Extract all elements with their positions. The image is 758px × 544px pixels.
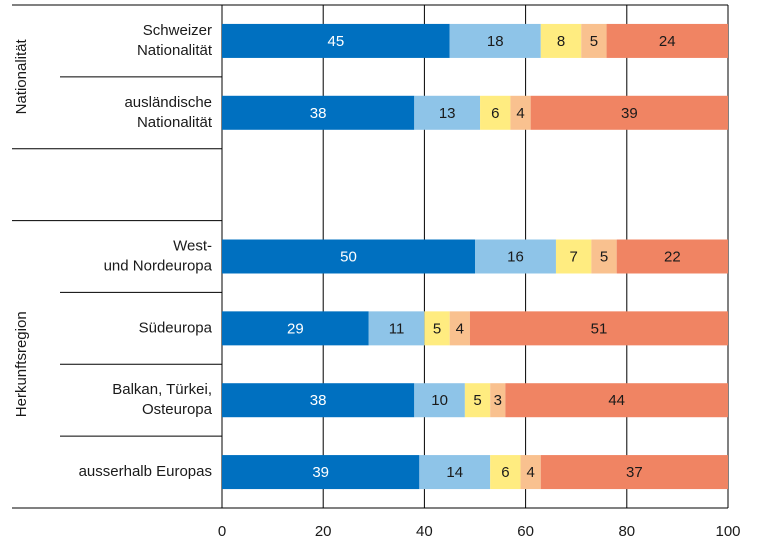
category-label: Südeuropa [139, 319, 213, 336]
value-label: 39 [621, 105, 638, 122]
category-label: ausserhalb Europas [79, 463, 212, 480]
bar-segment [449, 311, 470, 346]
x-tick-label: 60 [517, 523, 534, 540]
bar-segment [414, 383, 465, 418]
bar-segment [464, 383, 491, 418]
x-tick-label: 20 [315, 523, 332, 540]
category-label-line: und Nordeuropa [104, 257, 213, 274]
category-label-line: Nationalität [137, 42, 213, 59]
category-label: Schweizer Nationalität [137, 22, 213, 59]
bar-segment [368, 311, 425, 346]
value-label: 5 [590, 33, 598, 50]
value-label: 45 [328, 33, 345, 50]
bar-segment [222, 455, 420, 490]
category-label: Balkan, Türkei, Osteuropa [112, 381, 212, 418]
value-label: 50 [340, 248, 357, 265]
value-label: 6 [491, 105, 499, 122]
bar-segment [222, 383, 415, 418]
bar-segment [222, 311, 369, 346]
value-label: 29 [287, 320, 304, 337]
bar-segment [540, 455, 728, 490]
value-label: 38 [310, 392, 327, 409]
value-label: 3 [494, 392, 502, 409]
group-label: Nationalität [13, 39, 30, 115]
x-tick-label: 0 [218, 523, 226, 540]
bar-segment [490, 383, 506, 418]
bar-segment [222, 239, 475, 274]
bar-segment [414, 95, 481, 130]
bar-segment [540, 23, 582, 58]
category-label-line: ausländische [124, 94, 212, 111]
value-label: 38 [310, 105, 327, 122]
bar-segment [505, 383, 728, 418]
category-label-line: Balkan, Türkei, [112, 381, 212, 398]
category-label-line: Osteuropa [142, 401, 213, 418]
category-label-line: ausserhalb Europas [79, 463, 212, 480]
value-label: 44 [608, 392, 625, 409]
value-label: 4 [456, 320, 464, 337]
bar-segment [581, 23, 607, 58]
value-label: 18 [487, 33, 504, 50]
value-label: 37 [626, 464, 643, 481]
value-label: 5 [433, 320, 441, 337]
x-tick-label: 100 [715, 523, 740, 540]
value-label: 14 [446, 464, 463, 481]
bar-segment [475, 239, 556, 274]
bar-segment [520, 455, 541, 490]
bar-segment [510, 95, 531, 130]
category-label-line: Südeuropa [139, 319, 213, 336]
bar-segment [530, 95, 728, 130]
value-label: 51 [591, 320, 608, 337]
bar-segment [555, 239, 592, 274]
bar-segment [606, 23, 728, 58]
value-label: 4 [516, 105, 524, 122]
value-label: 7 [569, 248, 577, 265]
bar-segment [222, 95, 415, 130]
value-label: 22 [664, 248, 681, 265]
category-label-line: Nationalität [137, 114, 213, 131]
value-label: 16 [507, 248, 524, 265]
value-label: 8 [557, 33, 565, 50]
bar-segment [424, 311, 450, 346]
x-tick-label: 40 [416, 523, 433, 540]
group-label: Herkunftsregion [13, 311, 30, 417]
bar-segment [591, 239, 617, 274]
bar-segment [616, 239, 728, 274]
bar-segment [449, 23, 541, 58]
category-label: West-und Nordeuropa [104, 237, 213, 274]
value-label: 13 [439, 105, 456, 122]
value-label: 24 [659, 33, 676, 50]
category-label: ausländische Nationalität [124, 94, 212, 131]
bar-segment [490, 455, 521, 490]
category-label-line: Schweizer [143, 22, 212, 39]
value-label: 10 [431, 392, 448, 409]
bar-segment [222, 23, 450, 58]
value-label: 5 [600, 248, 608, 265]
value-label: 5 [473, 392, 481, 409]
value-label: 4 [526, 464, 534, 481]
value-label: 11 [389, 320, 405, 337]
bar-segment [480, 95, 511, 130]
value-label: 39 [312, 464, 329, 481]
category-label-line: West- [173, 237, 212, 254]
x-tick-label: 80 [618, 523, 635, 540]
bar-segment [419, 455, 491, 490]
value-label: 6 [501, 464, 509, 481]
bar-segment [469, 311, 728, 346]
